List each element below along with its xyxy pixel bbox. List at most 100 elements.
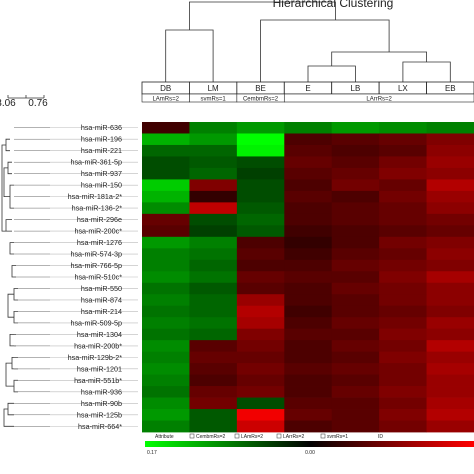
legend-label: LAmRs=2 bbox=[241, 434, 263, 440]
row-label: hsa-miR-200c* bbox=[74, 227, 122, 236]
heatmap-cell bbox=[426, 248, 474, 261]
heatmap-cell bbox=[331, 190, 380, 203]
row-label: hsa-miR-214 bbox=[81, 307, 122, 316]
heatmap-cell bbox=[142, 420, 190, 433]
heatmap-cell bbox=[142, 122, 190, 134]
dendrogram-branch bbox=[9, 184, 14, 209]
column-label: E bbox=[305, 84, 310, 93]
heatmap-cell bbox=[331, 259, 380, 272]
heatmap-cell bbox=[142, 328, 190, 341]
heatmap-cell bbox=[331, 420, 380, 433]
heatmap-cell bbox=[426, 317, 474, 330]
heatmap-cell bbox=[284, 133, 333, 146]
heatmap-cell bbox=[189, 317, 238, 330]
heatmap-cell bbox=[379, 259, 427, 272]
heatmap-cell bbox=[379, 225, 427, 238]
heatmap-cell bbox=[379, 328, 427, 341]
heatmap-cell bbox=[284, 317, 333, 330]
heatmap-cell bbox=[331, 179, 380, 192]
heatmap-cell bbox=[189, 386, 238, 398]
legend-swatch bbox=[189, 433, 195, 439]
heatmap-cell bbox=[379, 386, 427, 398]
heatmap-cell bbox=[331, 202, 380, 215]
heatmap-cell bbox=[142, 236, 190, 249]
heatmap-cell bbox=[189, 225, 238, 238]
heatmap-cell bbox=[189, 282, 238, 295]
heatmap-cell bbox=[379, 133, 427, 146]
dendrogram-branch bbox=[9, 333, 16, 347]
dendrogram-scale: 3.06 0.76 bbox=[0, 95, 48, 109]
dendrogram-branch bbox=[5, 219, 12, 232]
heatmap-cell bbox=[379, 317, 427, 330]
heatmap-cell bbox=[189, 363, 238, 375]
heatmap-cell bbox=[426, 305, 474, 318]
dendrogram-branch bbox=[5, 138, 10, 152]
heatmap-cell bbox=[284, 328, 333, 341]
row-dendrogram bbox=[1, 127, 50, 427]
heatmap-cell bbox=[284, 409, 333, 421]
dendrogram-branch bbox=[307, 65, 356, 82]
heatmap-cell bbox=[236, 271, 285, 284]
dendrogram-branch bbox=[13, 310, 18, 324]
heatmap-cell bbox=[142, 202, 190, 215]
heatmap-cell bbox=[284, 156, 333, 169]
dendrogram-branch bbox=[188, 1, 336, 30]
row-label: hsa-miR-636 bbox=[81, 123, 122, 132]
dendrogram-branch bbox=[3, 167, 10, 198]
heatmap-cell bbox=[142, 225, 190, 238]
row-label: hsa-miR-510c* bbox=[74, 273, 122, 282]
heatmap-cell bbox=[189, 156, 238, 169]
group-label: svmRs=1 bbox=[201, 97, 227, 103]
legend-label: ID bbox=[378, 434, 383, 440]
heatmap-cell bbox=[379, 202, 427, 215]
heatmap-cell bbox=[189, 144, 238, 157]
heatmap-cell bbox=[236, 282, 285, 295]
row-labels: hsa-miR-636 hsa-miR-196 hsa-miR-221 hsa-miR… bbox=[50, 123, 138, 431]
heatmap-cell bbox=[236, 386, 285, 398]
dendrogram-branch bbox=[7, 161, 12, 175]
heatmap-cell bbox=[189, 340, 238, 353]
heatmap-cell bbox=[331, 351, 380, 364]
legend-label: svmRs=1 bbox=[327, 434, 348, 440]
column-label: DB bbox=[160, 84, 171, 93]
row-label: hsa-miR-551b* bbox=[74, 376, 122, 385]
heatmap-cell bbox=[379, 271, 427, 284]
heatmap-cell bbox=[236, 374, 285, 387]
heatmap-cell bbox=[284, 386, 333, 398]
heatmap-cell bbox=[379, 420, 427, 433]
row-label: hsa-miR-937 bbox=[81, 169, 122, 178]
heatmap-cell bbox=[142, 259, 190, 272]
heatmap-cell bbox=[426, 271, 474, 284]
legend-label: CembmRs=2 bbox=[196, 434, 226, 440]
heatmap-cell bbox=[142, 294, 190, 307]
heatmap-cell bbox=[284, 236, 333, 249]
row-label: hsa-miR-361-5p bbox=[70, 158, 122, 167]
heatmap-cell bbox=[379, 190, 427, 203]
heatmap-cell bbox=[426, 236, 474, 249]
heatmap-cell bbox=[331, 213, 380, 226]
row-label: hsa-miR-200b* bbox=[74, 341, 122, 350]
heatmap-cell bbox=[189, 259, 238, 272]
heatmap-cell bbox=[142, 248, 190, 261]
heatmap-cell bbox=[379, 167, 427, 180]
heatmap-cell bbox=[331, 156, 380, 169]
heatmap-cell bbox=[426, 202, 474, 215]
dendrogram-branch bbox=[11, 265, 16, 278]
heatmap-cell bbox=[236, 190, 285, 203]
legend-label: Attribute bbox=[155, 434, 174, 440]
heatmap-cell bbox=[189, 328, 238, 341]
heatmap-cell bbox=[284, 420, 333, 433]
heatmap-cell bbox=[236, 294, 285, 307]
heatmap-cell bbox=[426, 328, 474, 341]
heatmap-cell bbox=[379, 340, 427, 353]
heatmap-cell bbox=[331, 294, 380, 307]
heatmap-cell bbox=[426, 190, 474, 203]
row-label: hsa-miR-766-5p bbox=[70, 261, 122, 270]
heatmap-cell bbox=[331, 386, 380, 398]
heatmap-cell bbox=[284, 225, 333, 238]
heatmap-cell bbox=[189, 236, 238, 249]
heatmap-cell bbox=[284, 167, 333, 180]
row-label: hsa-miR-181a-2* bbox=[68, 192, 123, 201]
heatmap-cell bbox=[426, 156, 474, 169]
